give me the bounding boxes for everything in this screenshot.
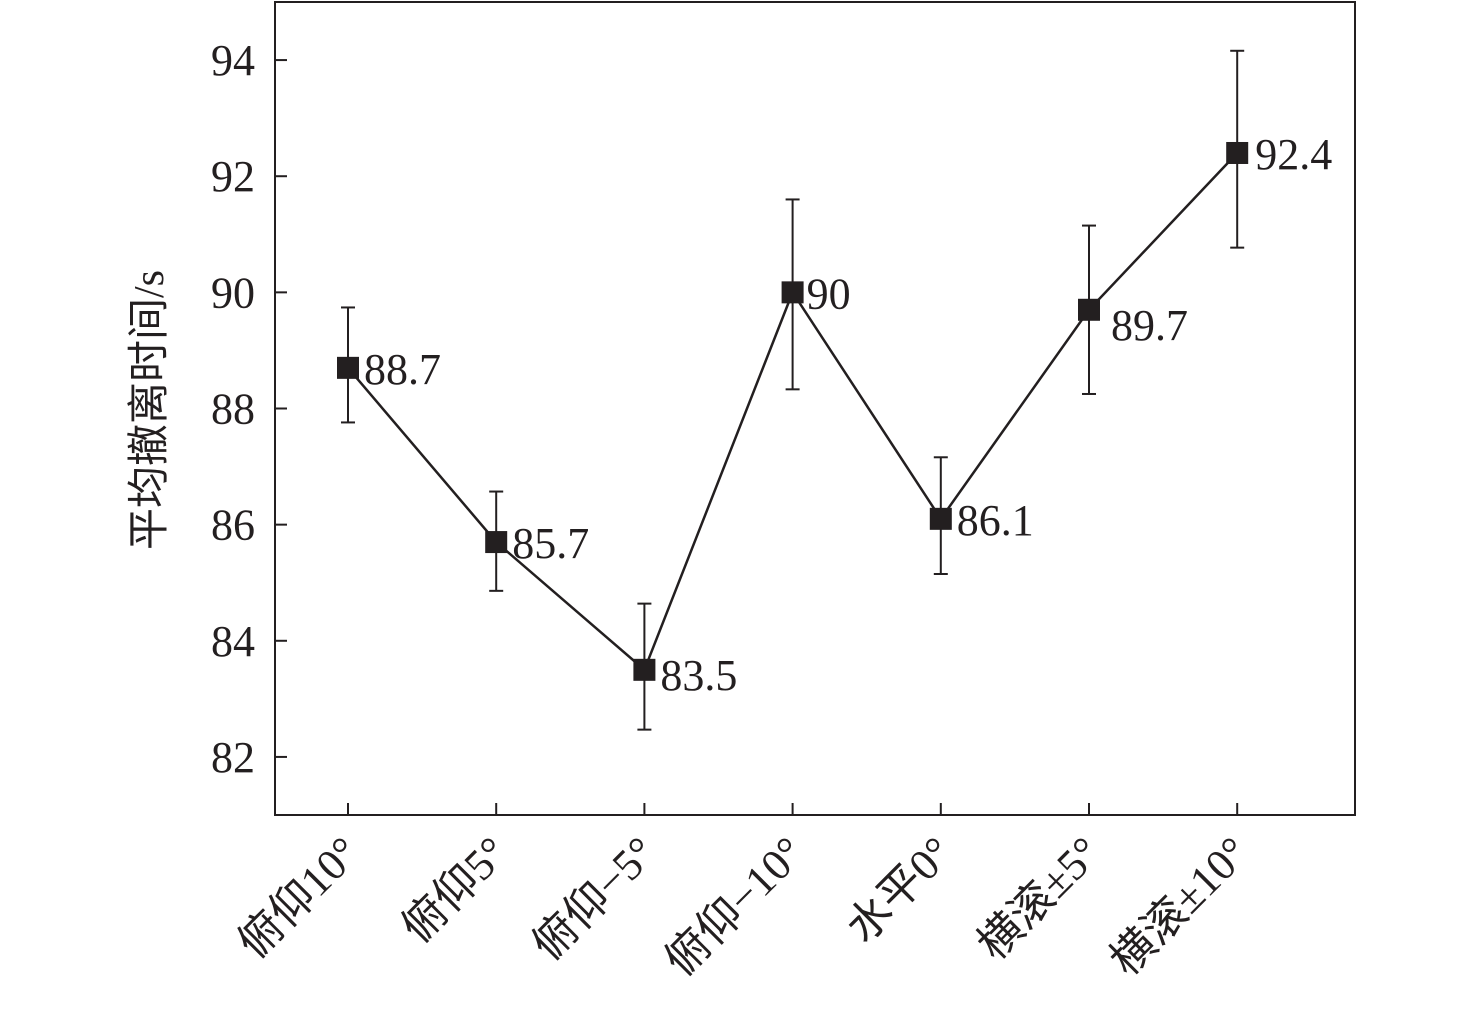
y-axis-title: 平均撤离时间/s xyxy=(126,270,173,550)
data-point xyxy=(1226,141,1249,164)
x-tick-label: 俯仰10° xyxy=(229,827,369,967)
x-tick-label: 俯仰−10° xyxy=(656,827,814,985)
data-point xyxy=(485,531,508,554)
data-label: 89.7 xyxy=(1111,301,1188,350)
y-tick-label: 86 xyxy=(211,501,255,550)
x-tick-label: 横滚±10° xyxy=(1101,827,1259,985)
data-point xyxy=(929,507,952,530)
data-label: 88.7 xyxy=(364,345,441,394)
data-label: 85.7 xyxy=(512,519,589,568)
data-label: 90 xyxy=(807,269,851,318)
y-tick-label: 90 xyxy=(211,268,255,317)
x-tick-label: 俯仰5° xyxy=(392,827,517,952)
y-tick-label: 82 xyxy=(211,733,255,782)
y-tick-label: 94 xyxy=(211,36,255,85)
data-point xyxy=(1078,298,1100,321)
plot-frame xyxy=(274,1,1356,816)
data-point xyxy=(337,356,359,379)
x-tick-label: 俯仰−5° xyxy=(523,827,665,969)
x-tick-label: 横滚±5° xyxy=(968,827,1110,969)
data-point xyxy=(781,281,804,304)
y-tick-label: 88 xyxy=(211,385,255,434)
y-tick-label: 92 xyxy=(211,152,255,201)
data-point xyxy=(633,658,656,681)
data-label: 86.1 xyxy=(957,496,1034,545)
data-label: 83.5 xyxy=(660,651,737,700)
x-tick-label: 水平0° xyxy=(837,827,962,952)
y-tick-label: 84 xyxy=(211,617,255,666)
data-label: 92.4 xyxy=(1255,130,1332,179)
